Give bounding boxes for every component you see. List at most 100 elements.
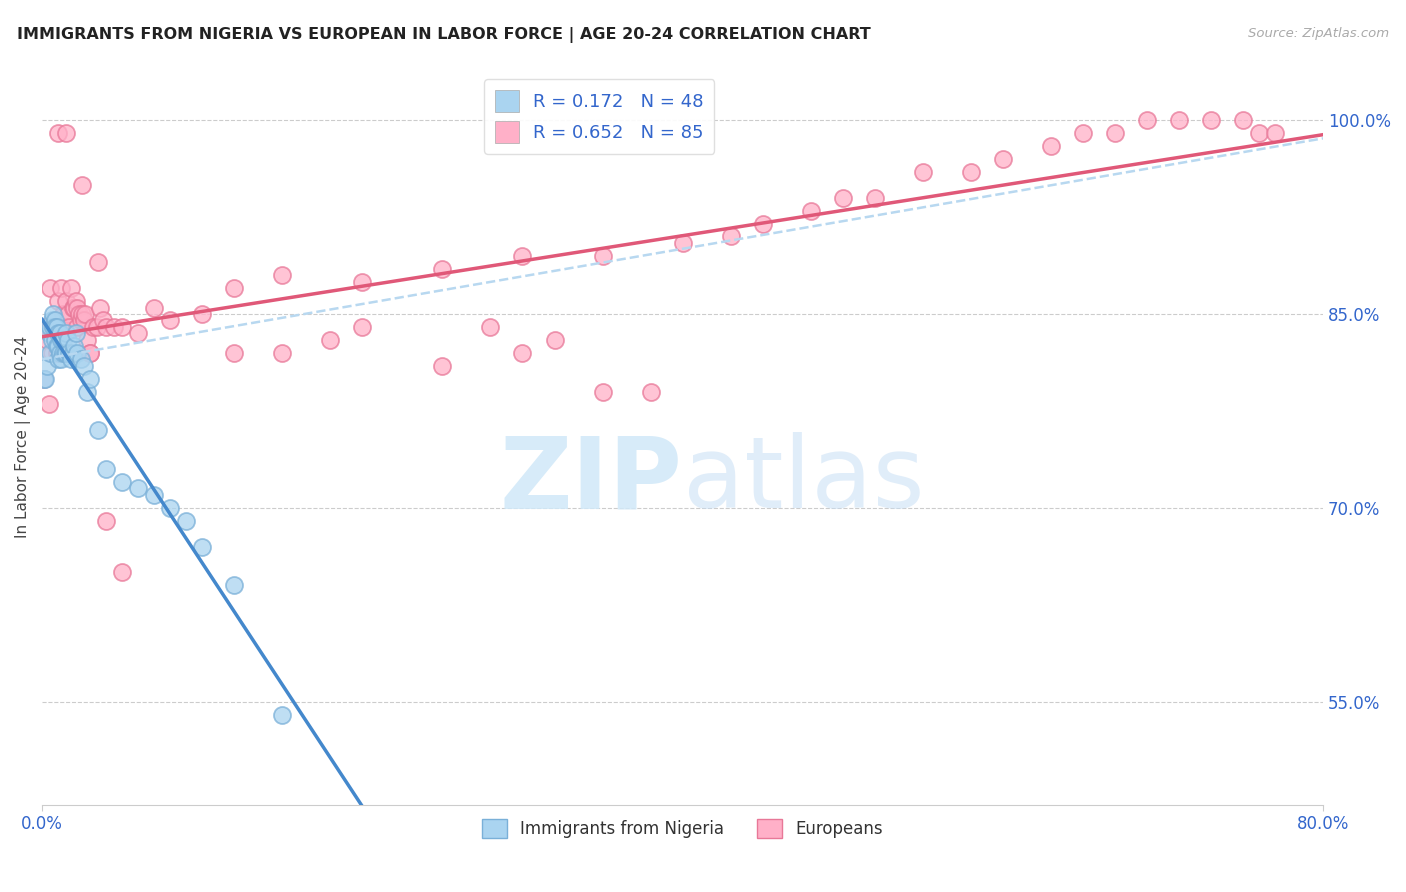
Point xyxy=(159,313,181,327)
Point xyxy=(55,294,77,309)
Point xyxy=(48,345,70,359)
Point xyxy=(52,333,75,347)
Point xyxy=(432,359,454,373)
Point xyxy=(55,326,77,341)
Point xyxy=(52,345,75,359)
Point xyxy=(73,313,96,327)
Point xyxy=(48,320,70,334)
Point xyxy=(51,281,73,295)
Point xyxy=(45,320,67,334)
Y-axis label: In Labor Force | Age 20-24: In Labor Force | Age 20-24 xyxy=(15,335,31,538)
Point xyxy=(86,320,108,334)
Point xyxy=(224,578,246,592)
Point xyxy=(960,165,983,179)
Point xyxy=(41,313,63,327)
Point xyxy=(224,345,246,359)
Point xyxy=(191,540,214,554)
Point xyxy=(39,345,62,359)
Point xyxy=(32,371,55,385)
Point xyxy=(62,301,84,315)
Point xyxy=(96,514,118,528)
Point xyxy=(42,320,65,334)
Point xyxy=(1249,126,1271,140)
Point xyxy=(1039,139,1062,153)
Point xyxy=(48,345,70,359)
Point xyxy=(59,352,82,367)
Point xyxy=(111,320,134,334)
Point xyxy=(46,326,69,341)
Text: IMMIGRANTS FROM NIGERIA VS EUROPEAN IN LABOR FORCE | AGE 20-24 CORRELATION CHART: IMMIGRANTS FROM NIGERIA VS EUROPEAN IN L… xyxy=(17,27,870,43)
Point xyxy=(38,326,60,341)
Point xyxy=(44,333,66,347)
Point xyxy=(35,359,58,373)
Point xyxy=(720,229,742,244)
Point xyxy=(75,307,97,321)
Point xyxy=(35,333,58,347)
Point xyxy=(991,152,1014,166)
Point xyxy=(55,345,77,359)
Point xyxy=(751,217,773,231)
Point xyxy=(56,333,79,347)
Point xyxy=(1264,126,1286,140)
Point xyxy=(76,333,98,347)
Point xyxy=(70,307,93,321)
Point xyxy=(640,384,662,399)
Point xyxy=(51,333,73,347)
Point xyxy=(592,384,614,399)
Point xyxy=(1104,126,1126,140)
Text: Source: ZipAtlas.com: Source: ZipAtlas.com xyxy=(1249,27,1389,40)
Point xyxy=(224,281,246,295)
Point xyxy=(96,462,118,476)
Point xyxy=(34,320,56,334)
Legend: Immigrants from Nigeria, Europeans: Immigrants from Nigeria, Europeans xyxy=(475,812,890,845)
Point xyxy=(67,307,90,321)
Point xyxy=(63,301,86,315)
Point xyxy=(53,320,76,334)
Point xyxy=(46,126,69,140)
Point xyxy=(79,371,101,385)
Point xyxy=(41,333,63,347)
Point xyxy=(65,294,87,309)
Point xyxy=(34,371,56,385)
Point xyxy=(69,352,91,367)
Point xyxy=(87,423,110,437)
Point xyxy=(911,165,934,179)
Point xyxy=(46,294,69,309)
Point xyxy=(79,345,101,359)
Point xyxy=(592,249,614,263)
Point xyxy=(63,339,86,353)
Point xyxy=(159,500,181,515)
Point xyxy=(91,313,114,327)
Point xyxy=(82,320,104,334)
Point xyxy=(42,320,65,334)
Point xyxy=(38,397,60,411)
Point xyxy=(66,345,89,359)
Point xyxy=(79,345,101,359)
Point xyxy=(46,352,69,367)
Point xyxy=(70,178,93,192)
Point xyxy=(32,371,55,385)
Point xyxy=(56,307,79,321)
Point xyxy=(46,339,69,353)
Point xyxy=(127,326,149,341)
Point xyxy=(59,281,82,295)
Point xyxy=(76,384,98,399)
Point xyxy=(831,191,853,205)
Point xyxy=(143,301,166,315)
Point xyxy=(271,707,294,722)
Point xyxy=(1199,113,1222,128)
Point xyxy=(66,320,89,334)
Point xyxy=(863,191,886,205)
Point xyxy=(41,345,63,359)
Point xyxy=(271,345,294,359)
Point xyxy=(191,307,214,321)
Point xyxy=(479,320,502,334)
Point xyxy=(51,352,73,367)
Point xyxy=(319,333,342,347)
Point xyxy=(58,345,80,359)
Point xyxy=(432,261,454,276)
Point xyxy=(111,475,134,489)
Point xyxy=(127,482,149,496)
Point xyxy=(52,333,75,347)
Text: atlas: atlas xyxy=(683,433,924,530)
